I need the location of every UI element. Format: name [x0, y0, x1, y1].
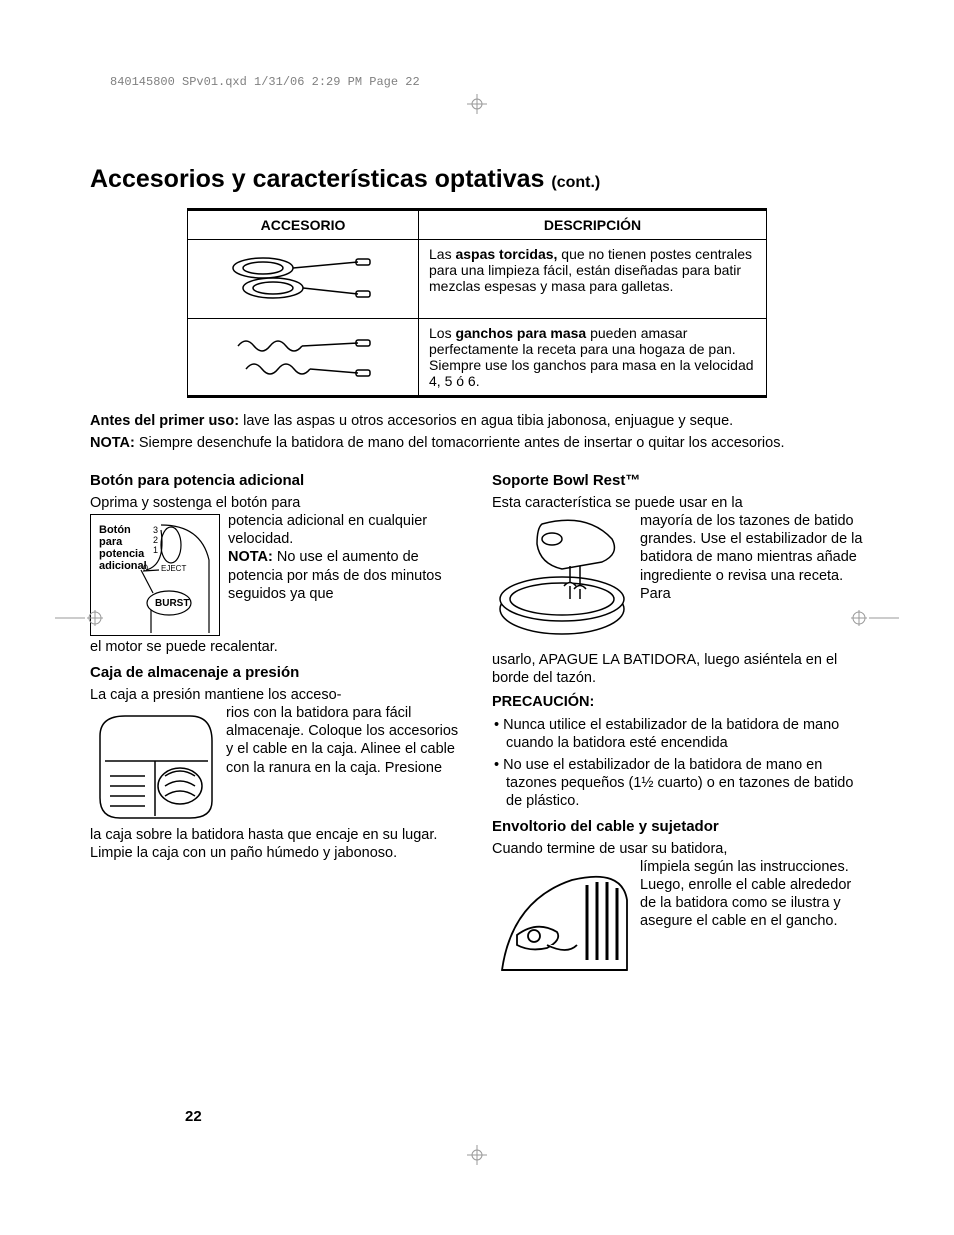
- table-row: Las aspas torcidas, que no tienen postes…: [188, 240, 767, 319]
- crop-mark-right: [849, 608, 899, 628]
- caution-item: No use el estabilizador de la batidora d…: [506, 756, 864, 810]
- svg-text:EJECT: EJECT: [161, 564, 186, 573]
- page-title: Accesorios y características optativas (…: [90, 165, 864, 194]
- cord-wrap-body: límpiela según las instrucciones. Luego,…: [640, 859, 851, 929]
- before-first-use-note: Antes del primer uso: lave las aspas u o…: [90, 412, 864, 430]
- bowl-rest-wrap1: mayoría de los tazones de batido grandes…: [640, 513, 862, 602]
- power-boost-heading: Botón para potencia adicional: [90, 472, 462, 491]
- table-row: Los ganchos para masa pueden amasar perf…: [188, 319, 767, 397]
- snap-case-heading: Caja de almacenaje a presión: [90, 664, 462, 683]
- cord-wrap-icon: [492, 860, 632, 988]
- left-column: Botón para potencia adicional Oprima y s…: [90, 464, 462, 990]
- snap-case-wrap1: rios con la batidora para fácil almacena…: [226, 705, 458, 775]
- svg-text:potencia: potencia: [99, 548, 145, 560]
- power-boost-wrap1: potencia adicional en cualquier velocida…: [228, 513, 427, 547]
- accessories-table: ACCESORIO DESCRIPCIÓN: [187, 208, 767, 398]
- power-boost-wrap2: el motor se puede recalentar.: [90, 638, 462, 656]
- cord-wrap-heading: Envoltorio del cable y sujetador: [492, 818, 864, 837]
- bowl-rest-wrap2: usarlo, APAGUE LA BATIDORA, luego asiént…: [492, 651, 864, 687]
- svg-text:2: 2: [153, 535, 158, 545]
- title-continuation: (cont.): [551, 174, 600, 191]
- crop-mark-top: [467, 94, 487, 114]
- svg-text:BURST: BURST: [155, 598, 189, 609]
- cord-wrap-figure: [492, 860, 632, 988]
- power-boost-intro: Oprima y sostenga el botón para: [90, 494, 462, 512]
- title-main: Accesorios y características optativas: [90, 165, 551, 193]
- caution-heading: PRECAUCIÓN:: [492, 693, 864, 711]
- crop-mark-bottom: [467, 1145, 487, 1165]
- snap-case-figure: [90, 706, 218, 824]
- table-header-row: ACCESORIO DESCRIPCIÓN: [188, 210, 767, 240]
- twisted-beaters-icon: [228, 250, 378, 305]
- svg-text:Botón: Botón: [99, 524, 131, 536]
- bowl-rest-icon: [492, 514, 632, 649]
- manual-page: 840145800 SPv01.qxd 1/31/06 2:29 PM Page…: [0, 0, 954, 1235]
- power-boost-figure: Botón para potencia adicional: [90, 514, 220, 636]
- two-column-body: Botón para potencia adicional Oprima y s…: [90, 464, 864, 990]
- power-boost-nota-bold: NOTA:: [228, 549, 273, 565]
- right-column: Soporte Bowl Rest™ Esta característica s…: [492, 464, 864, 990]
- caution-item: Nunca utilice el estabilizador de la bat…: [506, 716, 864, 752]
- dough-hooks-description: Los ganchos para masa pueden amasar perf…: [419, 319, 767, 397]
- svg-text:3: 3: [153, 525, 158, 535]
- table-header-accessory: ACCESORIO: [188, 210, 419, 240]
- bowl-rest-heading: Soporte Bowl Rest™: [492, 472, 864, 491]
- storage-case-icon: [90, 706, 218, 824]
- beaters-description: Las aspas torcidas, que no tienen postes…: [419, 240, 767, 319]
- print-source-header: 840145800 SPv01.qxd 1/31/06 2:29 PM Page…: [110, 75, 420, 89]
- svg-text:1: 1: [153, 545, 158, 555]
- svg-text:adicional: adicional: [99, 560, 147, 572]
- unplug-note: NOTA: Siempre desenchufe la batidora de …: [90, 434, 864, 452]
- snap-case-wrap2: la caja sobre la batidora hasta que enca…: [90, 826, 462, 862]
- bowl-rest-figure: [492, 514, 632, 649]
- table-header-description: DESCRIPCIÓN: [419, 210, 767, 240]
- page-number: 22: [185, 1108, 202, 1125]
- cord-wrap-intro: Cuando termine de usar su batidora,: [492, 840, 864, 858]
- svg-text:para: para: [99, 536, 123, 548]
- svg-text:0: 0: [143, 563, 148, 573]
- beaters-illustration-cell: [188, 240, 419, 319]
- crop-mark-left: [55, 608, 105, 628]
- bowl-rest-intro: Esta característica se puede usar en la: [492, 494, 864, 512]
- power-boost-diagram-icon: Botón para potencia adicional: [91, 515, 219, 635]
- caution-list: Nunca utilice el estabilizador de la bat…: [492, 716, 864, 811]
- dough-hooks-icon: [228, 331, 378, 381]
- dough-hooks-illustration-cell: [188, 319, 419, 397]
- snap-case-intro: La caja a presión mantiene los acceso-: [90, 686, 462, 704]
